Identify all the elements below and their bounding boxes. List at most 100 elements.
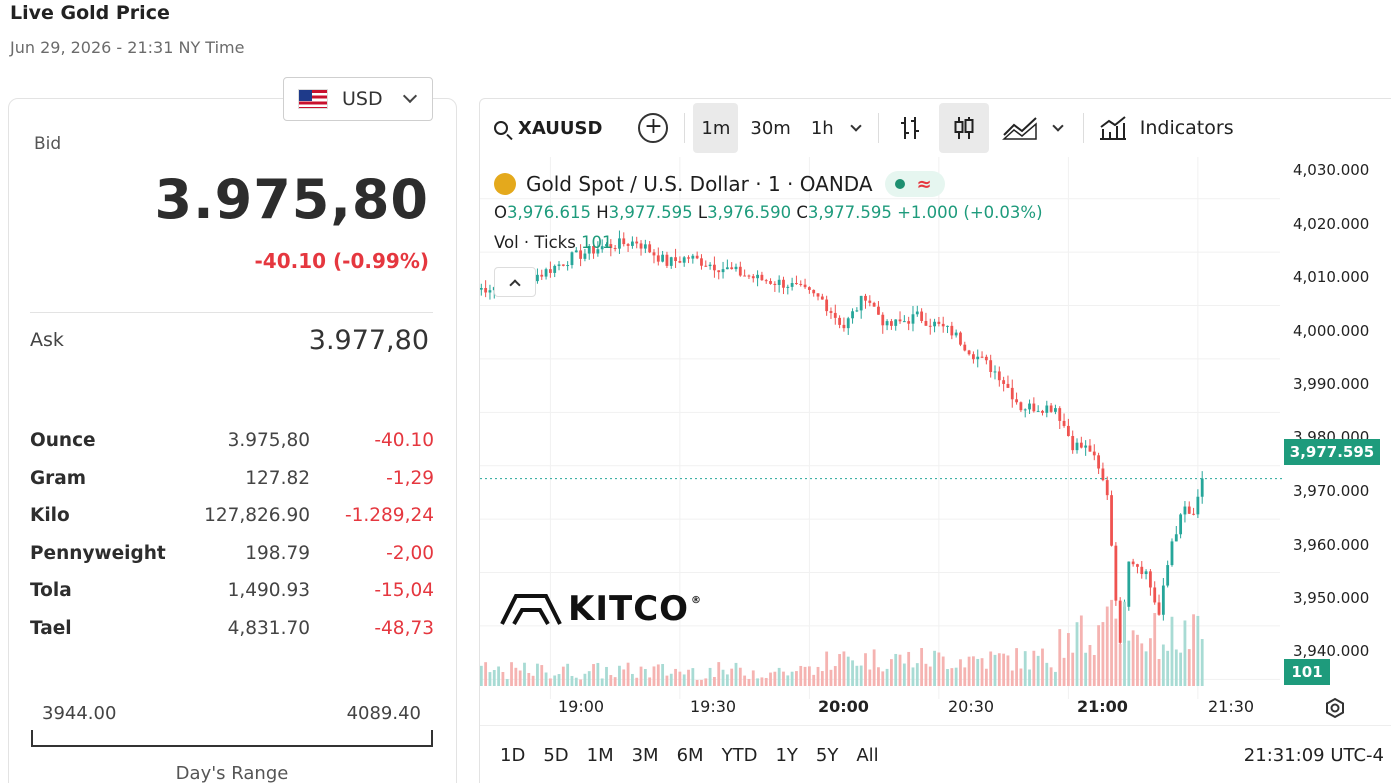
volume-bar: [1144, 651, 1148, 686]
range-3m[interactable]: 3M: [631, 745, 659, 766]
volume-bar: [596, 662, 600, 686]
candle: [1153, 587, 1157, 603]
interval-1h[interactable]: 1h: [810, 117, 834, 139]
volume-bar: [820, 671, 824, 686]
candle: [920, 311, 924, 321]
candle: [833, 312, 837, 318]
settings-icon[interactable]: [1324, 697, 1346, 719]
toolbar-separator: [1082, 113, 1084, 143]
candle: [643, 244, 647, 249]
candle: [769, 281, 772, 284]
volume-bar: [1161, 644, 1165, 686]
candle: [669, 257, 673, 266]
candle: [570, 252, 574, 266]
volume-bar: [1105, 606, 1109, 686]
candle: [596, 249, 600, 254]
range-1m[interactable]: 1M: [586, 745, 614, 766]
volume-bar: [626, 662, 630, 686]
ohlc-legend: O3,976.615 H3,977.595 L3,976.590 C3,977.…: [494, 203, 1043, 222]
volume-bar: [622, 669, 626, 686]
volume-bar: [725, 674, 729, 686]
volume-bar: [561, 666, 565, 686]
candle: [557, 264, 561, 266]
volume-bar: [583, 673, 587, 686]
candle: [1127, 561, 1131, 607]
candle-style-button[interactable]: [938, 103, 989, 153]
volume-bar: [613, 677, 617, 686]
volume-bar: [911, 667, 915, 686]
candle: [1006, 383, 1010, 388]
interval-30m[interactable]: 30m: [750, 117, 791, 139]
ohlc-open-label: O: [494, 203, 507, 222]
volume-bar: [885, 668, 889, 686]
volume-bar: [514, 667, 518, 686]
chart-clock[interactable]: 21:31:09 UTC-4: [1243, 745, 1384, 766]
candle: [1045, 405, 1049, 413]
candle: [859, 295, 863, 311]
candle: [700, 258, 703, 266]
candle: [548, 269, 552, 273]
volume-bar: [721, 669, 725, 686]
range-1d[interactable]: 1D: [500, 745, 526, 766]
toolbar-separator: [877, 113, 879, 143]
candle: [639, 243, 643, 249]
volume-bar: [592, 664, 595, 686]
volume-bar: [1041, 648, 1044, 686]
range-6m[interactable]: 6M: [676, 745, 704, 766]
volume-bar: [501, 672, 505, 686]
range-5y[interactable]: 5Y: [815, 745, 839, 766]
volume-bar: [1015, 648, 1018, 686]
range-ytd[interactable]: YTD: [721, 745, 758, 766]
volume-bar: [548, 678, 552, 686]
volume-bar: [790, 671, 794, 686]
candle: [954, 332, 958, 336]
bar-style-button[interactable]: [887, 103, 933, 153]
candle: [997, 371, 1001, 381]
volume-bar: [484, 662, 488, 686]
interval-1m[interactable]: 1m: [693, 103, 739, 153]
candle: [933, 321, 936, 327]
volume-bar: [954, 667, 958, 686]
x-tick: 21:00: [1077, 697, 1128, 716]
volume-value: 101: [581, 233, 613, 252]
compare-button[interactable]: +: [602, 103, 669, 153]
price-chart[interactable]: [480, 99, 1391, 783]
candle: [630, 241, 634, 246]
volume-bar: [630, 673, 634, 686]
volume-bar: [1114, 618, 1118, 686]
range-1y[interactable]: 1Y: [775, 745, 798, 766]
unit-value: 198.79: [245, 542, 310, 564]
volume-bar: [1131, 630, 1135, 686]
collapse-legend-button[interactable]: [494, 267, 536, 297]
volume-bar: [855, 665, 859, 686]
volume-bar: [579, 679, 583, 686]
candle: [773, 283, 777, 285]
bars-icon: [900, 117, 919, 139]
candle: [648, 244, 652, 253]
volume-bar: [764, 677, 768, 686]
volume-bar: [980, 658, 984, 686]
range-5d[interactable]: 5D: [543, 745, 569, 766]
range-all[interactable]: All: [856, 745, 879, 766]
candle: [820, 296, 824, 300]
volume-bar: [587, 671, 591, 686]
currency-select[interactable]: USD: [283, 77, 433, 121]
candle: [1002, 380, 1006, 384]
symbol-search[interactable]: XAUUSD: [494, 103, 602, 153]
gold-coin-icon: [494, 173, 516, 195]
candle: [950, 325, 954, 336]
area-style-button[interactable]: [997, 103, 1045, 153]
candle: [738, 266, 742, 276]
candle: [583, 253, 587, 259]
volume-bar: [786, 675, 790, 686]
unit-change: -2,00: [386, 542, 434, 564]
candle: [786, 286, 790, 288]
candle: [682, 257, 686, 263]
volume-bar: [1088, 644, 1092, 686]
indicators-button[interactable]: Indicators: [1098, 103, 1234, 153]
volume-bar: [959, 659, 962, 686]
volume-bar: [760, 677, 764, 686]
candle: [972, 354, 975, 360]
volume-bar: [695, 679, 699, 686]
candle: [907, 321, 911, 324]
